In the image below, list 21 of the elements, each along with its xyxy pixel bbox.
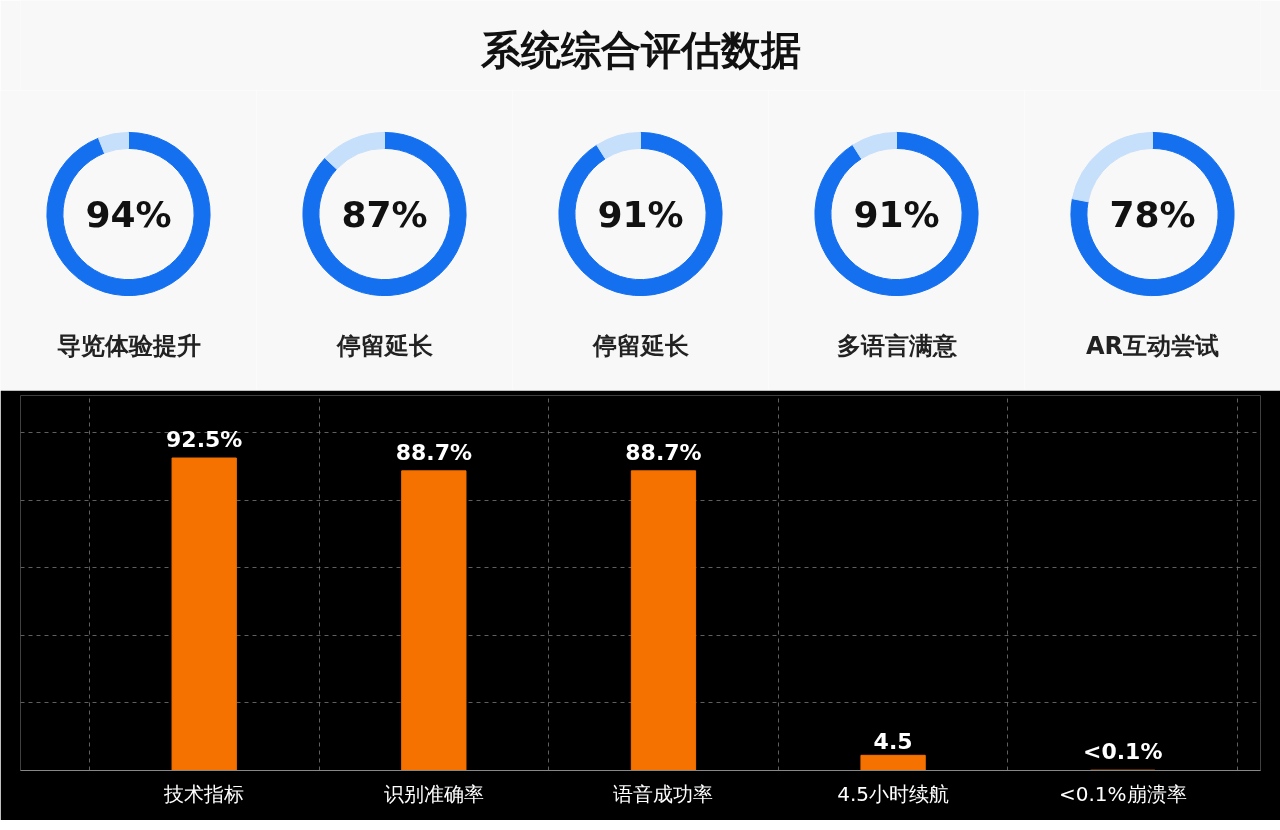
data-label: 88.7% (395, 439, 472, 465)
x-tick-label: 语音成功率 (613, 781, 714, 806)
data-label: <0.1% (1083, 739, 1163, 765)
text: 导览体验提升 (56, 332, 201, 361)
x-tick-label: 4.5小时续航 (837, 781, 949, 806)
data-label: 4.5 (873, 729, 913, 755)
text: 多语言满意 (836, 332, 958, 361)
data-label: 88.7% (625, 439, 702, 465)
text: 91% (597, 193, 684, 235)
text: 91% (853, 193, 940, 235)
text: 78% (1109, 193, 1196, 235)
text: 停留延长 (591, 332, 689, 361)
text: AR互动尝试 (1085, 332, 1220, 361)
x-tick-label: 技术指标 (163, 781, 245, 806)
text: 系统综合评估数据 (479, 27, 801, 73)
x-tick-label: <0.1%崩溃率 (1058, 781, 1187, 806)
x-tick-label: 识别准确率 (383, 781, 484, 806)
text: 停留延长 (335, 332, 433, 361)
text: 87% (341, 193, 428, 235)
text: 94% (85, 193, 172, 235)
data-label: 92.5% (166, 427, 243, 452)
